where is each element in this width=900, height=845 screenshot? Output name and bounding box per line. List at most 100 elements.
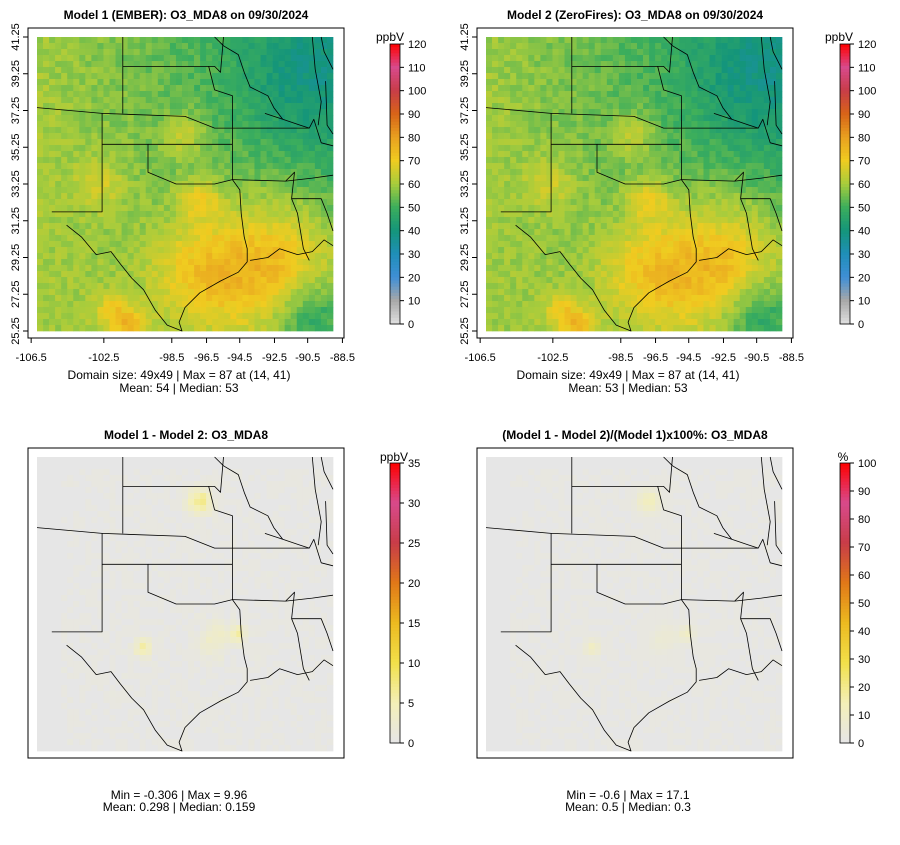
grid-cell <box>254 211 260 217</box>
grid-cell <box>194 217 200 223</box>
grid-cell <box>589 307 595 313</box>
grid-cell <box>327 169 333 175</box>
grid-cell <box>625 49 631 55</box>
grid-cell <box>103 259 109 265</box>
grid-cell <box>212 271 218 277</box>
grid-cell <box>194 79 200 85</box>
grid-cell <box>534 151 540 157</box>
grid-cell <box>37 91 43 97</box>
grid-cell <box>776 37 782 43</box>
grid-cell <box>565 97 571 103</box>
grid-cell <box>577 115 583 121</box>
grid-cell <box>601 253 607 259</box>
grid-cell <box>146 91 152 97</box>
grid-cell <box>128 217 134 223</box>
grid-cell <box>285 73 291 79</box>
grid-cell <box>91 307 97 313</box>
grid-cell <box>607 193 613 199</box>
grid-cell <box>631 37 637 43</box>
grid-cell <box>37 265 43 271</box>
grid-cell <box>710 169 716 175</box>
grid-cell <box>607 283 613 289</box>
grid-cell <box>746 103 752 109</box>
grid-cell <box>486 55 492 61</box>
grid-cell <box>152 133 158 139</box>
grid-cell <box>577 49 583 55</box>
grid-cell <box>248 229 254 235</box>
grid-cell <box>116 103 122 109</box>
grid-cell <box>679 313 685 319</box>
grid-cell <box>116 301 122 307</box>
grid-cell <box>710 205 716 211</box>
grid-cell <box>122 205 128 211</box>
grid-cell <box>498 49 504 55</box>
grid-cell <box>236 301 242 307</box>
grid-cell <box>631 121 637 127</box>
grid-cell <box>248 199 254 205</box>
grid-cell <box>248 55 254 61</box>
grid-cell <box>194 43 200 49</box>
grid-cell <box>589 67 595 73</box>
grid-cell <box>776 193 782 199</box>
grid-cell <box>206 109 212 115</box>
grid-cell <box>134 193 140 199</box>
grid-cell <box>552 151 558 157</box>
grid-cell <box>625 121 631 127</box>
grid-cell <box>224 85 230 91</box>
grid-cell <box>212 115 218 121</box>
grid-cell <box>661 247 667 253</box>
grid-cell <box>504 127 510 133</box>
grid-cell <box>315 283 321 289</box>
grid-cell <box>224 145 230 151</box>
grid-cell <box>752 313 758 319</box>
grid-cell <box>321 133 327 139</box>
grid-cell <box>679 205 685 211</box>
grid-cell <box>746 259 752 265</box>
grid-cell <box>667 85 673 91</box>
grid-cell <box>158 67 164 73</box>
grid-cell <box>746 307 752 313</box>
grid-cell <box>679 37 685 43</box>
grid-cell <box>746 217 752 223</box>
grid-cell <box>540 127 546 133</box>
grid-cell <box>710 163 716 169</box>
colorbar-segment <box>390 84 400 88</box>
grid-cell <box>746 133 752 139</box>
grid-cell <box>164 241 170 247</box>
grid-cell <box>655 91 661 97</box>
grid-cell <box>321 67 327 73</box>
grid-cell <box>697 49 703 55</box>
grid-cell <box>140 157 146 163</box>
colorbar-segment <box>390 178 400 182</box>
grid-cell <box>85 49 91 55</box>
grid-cell <box>540 253 546 259</box>
grid-cell <box>703 307 709 313</box>
grid-cell <box>764 181 770 187</box>
grid-cell <box>188 103 194 109</box>
grid-cell <box>667 163 673 169</box>
grid-cell <box>770 73 776 79</box>
grid-cell <box>534 91 540 97</box>
grid-cell <box>613 211 619 217</box>
grid-cell <box>128 247 134 253</box>
grid-cell <box>595 43 601 49</box>
grid-cell <box>498 169 504 175</box>
grid-cell <box>661 301 667 307</box>
grid-cell <box>595 163 601 169</box>
grid-cell <box>492 247 498 253</box>
grid-cell <box>565 271 571 277</box>
grid-cell <box>194 169 200 175</box>
grid-cell <box>279 223 285 229</box>
grid-cell <box>655 265 661 271</box>
grid-cell <box>309 265 315 271</box>
grid-cell <box>722 169 728 175</box>
grid-cell <box>613 253 619 259</box>
grid-cell <box>170 157 176 163</box>
grid-cell <box>291 49 297 55</box>
grid-cell <box>752 205 758 211</box>
grid-cell <box>218 145 224 151</box>
colorbar-segment <box>390 212 400 216</box>
grid-cell <box>218 247 224 253</box>
grid-cell <box>558 109 564 115</box>
grid-cell <box>540 307 546 313</box>
